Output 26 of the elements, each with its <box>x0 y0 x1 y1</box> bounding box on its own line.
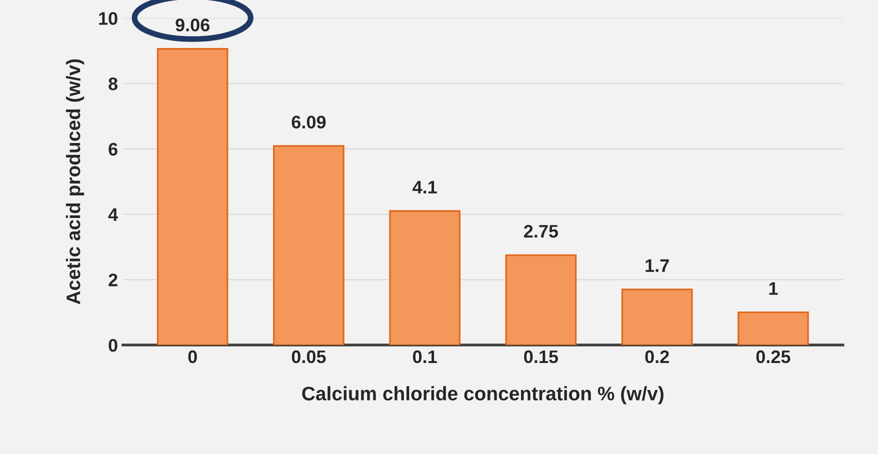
data-label: 1.7 <box>646 259 669 272</box>
data-label: 1 <box>769 282 778 295</box>
x-tick-label: 0.15 <box>524 350 558 364</box>
y-axis-title: Acetic acid produced (w/v) <box>66 59 84 304</box>
bar <box>273 145 344 346</box>
y-tick-label: 4 <box>108 208 118 221</box>
bar <box>738 312 809 346</box>
x-axis-title: Calcium chloride concentration % (w/v) <box>302 386 664 404</box>
x-tick-label: 0.25 <box>756 350 790 364</box>
data-label: 2.75 <box>524 224 558 238</box>
y-tick-label: 0 <box>108 338 118 352</box>
x-tick-label: 0 <box>188 350 197 364</box>
y-tick-label: 6 <box>108 142 118 156</box>
x-tick-label: 0.1 <box>413 350 437 364</box>
bar <box>389 210 461 346</box>
bar <box>621 288 693 346</box>
y-tick-label: 8 <box>108 77 118 90</box>
data-label: 6.09 <box>292 116 326 129</box>
data-label: 4.1 <box>412 180 437 194</box>
y-tick-label: 2 <box>108 274 118 286</box>
y-tick-label: 10 <box>99 12 118 25</box>
data-label: 9.06 <box>176 18 210 32</box>
x-tick-label: 0.05 <box>292 350 326 364</box>
bar <box>156 48 228 346</box>
x-tick-label: 0.2 <box>645 350 669 364</box>
bar <box>505 254 577 346</box>
